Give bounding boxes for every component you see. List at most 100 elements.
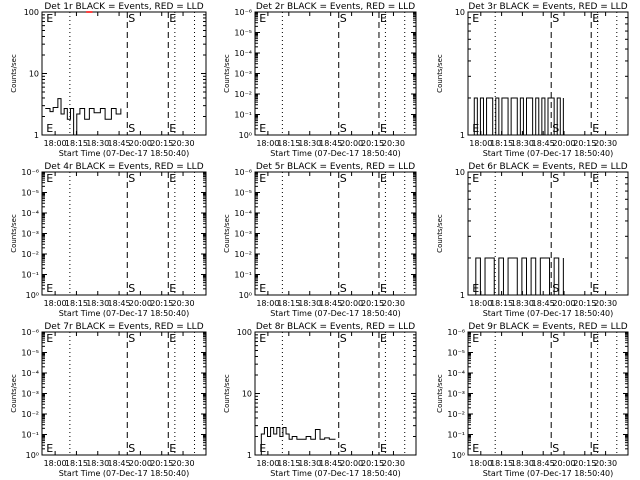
event-marker-top: E xyxy=(259,172,266,185)
event-marker-bottom: E xyxy=(472,122,479,135)
x-tick-label: 18:30 xyxy=(298,299,321,308)
detector-panel-7: Det 7r BLACK = Events, RED = LLD 10⁰ 10⁻¹ 1… xyxy=(10,322,207,478)
x-tick-label: 20:15 xyxy=(150,459,173,468)
event-marker-top: E xyxy=(46,332,53,345)
panel-title: Det 3r BLACK = Events, RED = LLD xyxy=(468,2,627,12)
y-tick-label: 100 xyxy=(24,8,39,17)
event-marker-top: S xyxy=(340,12,347,25)
x-tick-label: 20:00 xyxy=(552,299,575,308)
y-tick-label: 10⁻² xyxy=(234,90,252,99)
detector-panel-8: Det 8r BLACK = Events, RED = LLD 1 10 100 Co… xyxy=(223,322,417,478)
detector-panel-9: Det 9r BLACK = Events, RED = LLD 10⁰ 10⁻¹ 1… xyxy=(436,322,629,478)
y-axis-label: Counts/sec xyxy=(10,374,18,413)
y-axis-label: Counts/sec xyxy=(436,54,444,93)
event-marker-bottom: E xyxy=(46,122,53,135)
y-axis-label: Counts/sec xyxy=(436,214,444,253)
x-tick-label: 20:00 xyxy=(340,139,363,148)
x-tick-label: 18:00 xyxy=(44,459,67,468)
x-tick-label: 18:30 xyxy=(86,139,109,148)
x-tick-label: 20:15 xyxy=(361,139,384,148)
y-tick-label: 10⁻² xyxy=(234,250,252,259)
x-tick-label: 18:00 xyxy=(44,139,67,148)
x-axis-label: Start Time (07-Dec-17 18:50:40) xyxy=(59,309,190,318)
y-tick-label: 10 xyxy=(242,390,252,399)
data-series-line-1 xyxy=(258,427,336,456)
plot-frame xyxy=(41,171,207,296)
detector-panel-6: Det 6r BLACK = Events, RED = LLD 1 10 Count… xyxy=(436,162,629,318)
event-marker-top: E xyxy=(472,12,479,25)
x-tick-label: 18:00 xyxy=(469,459,492,468)
x-tick-label: 20:00 xyxy=(129,139,152,148)
plot-frame xyxy=(254,11,417,136)
x-axis-label: Start Time (07-Dec-17 18:50:40) xyxy=(483,469,614,478)
x-tick-label: 18:45 xyxy=(532,139,555,148)
event-marker-top: E xyxy=(380,332,387,345)
y-tick-label: 10⁻⁶ xyxy=(21,168,39,177)
y-tick-label: 10⁻⁶ xyxy=(234,8,252,17)
data-series-line-1 xyxy=(471,257,564,296)
panel-title: Det 9r BLACK = Events, RED = LLD xyxy=(468,322,627,332)
event-marker-bottom: E xyxy=(169,122,176,135)
event-marker-top: E xyxy=(380,172,387,185)
event-marker-top: S xyxy=(128,172,135,185)
event-marker-bottom: E xyxy=(259,442,266,455)
y-tick-label: 10⁻² xyxy=(21,250,39,259)
y-tick-label: 10⁻⁵ xyxy=(21,189,39,198)
y-tick-label: 10 xyxy=(29,70,39,79)
x-tick-label: 18:30 xyxy=(86,299,109,308)
x-tick-label: 20:15 xyxy=(573,299,596,308)
data-series-line-1 xyxy=(471,97,564,136)
y-tick-label: 10 xyxy=(455,8,465,17)
event-marker-bottom: E xyxy=(46,442,53,455)
x-tick-label: 18:45 xyxy=(108,459,131,468)
x-tick-label: 20:00 xyxy=(552,459,575,468)
event-marker-bottom: E xyxy=(380,442,387,455)
x-tick-label: 18:15 xyxy=(65,139,88,148)
event-marker-top: E xyxy=(169,332,176,345)
plot-frame xyxy=(467,331,629,456)
y-tick-label: 1 xyxy=(247,451,252,460)
event-marker-top: E xyxy=(46,172,53,185)
event-marker-top: S xyxy=(128,332,135,345)
y-tick-label: 10⁻⁴ xyxy=(447,369,465,378)
y-tick-label: 10⁻³ xyxy=(447,390,465,399)
x-tick-label: 20:15 xyxy=(150,139,173,148)
y-tick-label: 10⁻² xyxy=(447,410,465,419)
x-tick-label: 18:15 xyxy=(490,459,513,468)
x-tick-label: 18:15 xyxy=(277,299,300,308)
event-marker-top: E xyxy=(592,172,599,185)
x-tick-label: 20:30 xyxy=(172,459,195,468)
y-tick-label: 10⁰ xyxy=(26,451,39,460)
x-tick-label: 18:15 xyxy=(277,139,300,148)
x-tick-label: 18:00 xyxy=(44,299,67,308)
panel-title: Det 1r BLACK = Events, RED = LLD xyxy=(44,2,203,12)
event-marker-bottom: S xyxy=(340,442,347,455)
panel-title: Det 4r BLACK = Events, RED = LLD xyxy=(44,162,203,172)
event-marker-bottom: E xyxy=(380,122,387,135)
x-tick-label: 18:15 xyxy=(490,139,513,148)
event-marker-top: E xyxy=(380,12,387,25)
y-tick-label: 10⁻⁴ xyxy=(234,49,252,58)
y-axis-label: Counts/sec xyxy=(223,374,231,413)
y-tick-label: 10⁻⁵ xyxy=(234,189,252,198)
event-marker-bottom: E xyxy=(472,442,479,455)
event-marker-top: E xyxy=(472,332,479,345)
x-tick-label: 20:30 xyxy=(382,459,405,468)
event-marker-top: S xyxy=(552,332,559,345)
panel-title: Det 8r BLACK = Events, RED = LLD xyxy=(256,322,415,332)
plot-frame xyxy=(254,171,417,296)
y-tick-label: 10⁰ xyxy=(452,451,465,460)
event-marker-bottom: E xyxy=(592,282,599,295)
event-marker-bottom: S xyxy=(128,442,135,455)
x-axis-label: Start Time (07-Dec-17 18:50:40) xyxy=(270,149,401,158)
x-tick-label: 18:30 xyxy=(86,459,109,468)
x-tick-label: 18:45 xyxy=(108,139,131,148)
x-tick-label: 18:15 xyxy=(65,459,88,468)
x-tick-label: 20:30 xyxy=(594,299,617,308)
event-marker-bottom: E xyxy=(259,122,266,135)
x-tick-label: 20:00 xyxy=(129,299,152,308)
x-tick-label: 20:15 xyxy=(573,139,596,148)
x-tick-label: 18:15 xyxy=(65,299,88,308)
x-tick-label: 18:30 xyxy=(511,139,534,148)
detector-panel-2: Det 2r BLACK = Events, RED = LLD 10⁰ 10⁻¹ 1… xyxy=(223,2,417,158)
